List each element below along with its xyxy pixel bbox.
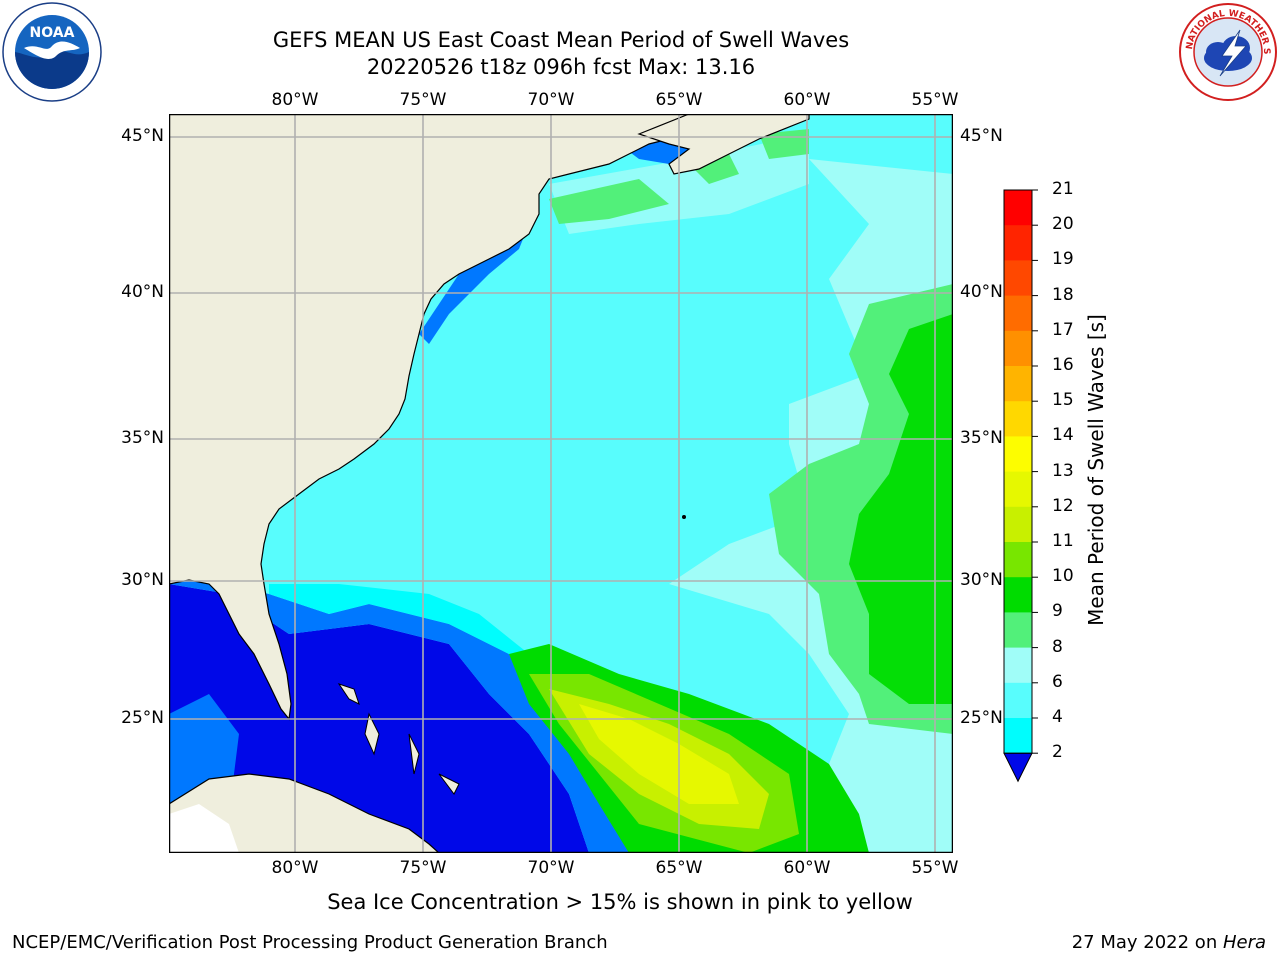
noaa-logo: NOAA <box>2 2 102 102</box>
colorbar-bin <box>1004 401 1032 437</box>
lon-label-top-65w: 65°W <box>655 90 703 110</box>
colorbar-bin <box>1004 225 1032 261</box>
lon-label-bottom-65w: 65°W <box>655 858 703 878</box>
lat-label-left-40n: 40°N <box>121 282 164 302</box>
lat-label-right-30n: 30°N <box>960 570 1003 590</box>
lat-label-right-40n: 40°N <box>960 282 1003 302</box>
colorbar-bin <box>1004 471 1032 508</box>
colorbar-bin <box>1004 436 1032 473</box>
colorbar-tick-label: 15 <box>1052 390 1074 411</box>
chart-title: GEFS MEAN US East Coast Mean Period of S… <box>272 28 850 52</box>
lat-label-right-25n: 25°N <box>960 708 1003 728</box>
colorbar-tick-label: 20 <box>1052 214 1074 235</box>
credit-host: Hera <box>1222 932 1266 953</box>
sea-ice-note: Sea Ice Concentration > 15% is shown in … <box>327 890 913 914</box>
colorbar-bin <box>1004 366 1032 402</box>
colorbar-bin <box>1004 330 1032 367</box>
colorbar-tick-label: 19 <box>1052 249 1074 270</box>
lon-label-bottom-60w: 60°W <box>783 858 831 878</box>
colorbar <box>1000 186 1040 786</box>
credit-date: 27 May 2022 on Hera <box>1072 932 1266 953</box>
colorbar-bin <box>1004 612 1032 649</box>
swell-zone-9-10s-north <box>549 179 669 224</box>
colorbar-tick-label: 17 <box>1052 319 1074 340</box>
lon-label-bottom-70w: 70°W <box>527 858 575 878</box>
colorbar-bin <box>1004 295 1032 332</box>
nws-logo: NATIONAL WEATHER SERVICE <box>1175 0 1278 102</box>
colorbar-bin <box>1004 647 1032 684</box>
credit-date-text: 27 May 2022 on <box>1071 932 1223 953</box>
colorbar-tick-label: 18 <box>1052 284 1074 305</box>
nova-scotia-land <box>637 114 810 175</box>
lon-label-top-80w: 80°W <box>271 90 319 110</box>
colorbar-tick-label: 2 <box>1052 742 1063 763</box>
colorbar-bin <box>1004 260 1032 297</box>
colorbar-bin <box>1004 682 1032 719</box>
swell-zone-10-11s-east <box>849 314 953 704</box>
bermuda-dot <box>682 515 686 519</box>
lon-label-top-55w: 55°W <box>911 90 959 110</box>
colorbar-tick-label: 14 <box>1052 425 1074 446</box>
no-data-gulf <box>169 804 239 853</box>
lon-label-bottom-55w: 55°W <box>911 858 959 878</box>
colorbar-bin <box>1004 506 1032 543</box>
lat-label-right-45n: 45°N <box>960 126 1003 146</box>
swell-period-map <box>168 113 954 854</box>
colorbar-tick-label: 8 <box>1052 636 1063 657</box>
colorbar-tick-label: 9 <box>1052 601 1063 622</box>
colorbar-under-arrow <box>1003 752 1033 783</box>
colorbar-bin <box>1004 542 1032 578</box>
swell-zone-13s-peak <box>579 704 739 804</box>
cuba-land <box>169 773 440 853</box>
colorbar-bin <box>1004 190 1032 226</box>
colorbar-tick-label: 21 <box>1052 179 1074 199</box>
colorbar-bin <box>1004 577 1032 613</box>
colorbar-tick-label: 4 <box>1052 707 1063 727</box>
lon-label-top-70w: 70°W <box>527 90 575 110</box>
colorbar-tick-label: 10 <box>1052 566 1074 587</box>
lon-label-bottom-75w: 75°W <box>399 858 447 878</box>
lat-label-left-45n: 45°N <box>121 126 164 146</box>
lat-label-left-25n: 25°N <box>121 708 164 728</box>
colorbar-tick-label: 6 <box>1052 671 1063 692</box>
chart-subtitle: 20220526 t18z 096h fcst Max: 13.16 <box>366 55 756 79</box>
lat-label-right-35n: 35°N <box>960 428 1003 448</box>
lon-label-bottom-80w: 80°W <box>271 858 319 878</box>
lon-label-top-75w: 75°W <box>399 90 447 110</box>
svg-text:NOAA: NOAA <box>30 25 75 41</box>
credit-producer: NCEP/EMC/Verification Post Processing Pr… <box>12 932 608 953</box>
colorbar-title: Mean Period of Swell Waves [s] <box>1084 314 1108 626</box>
colorbar-tick-label: 13 <box>1052 460 1074 481</box>
lat-label-left-30n: 30°N <box>121 570 164 590</box>
bahamas-islands <box>337 683 460 795</box>
lon-label-top-60w: 60°W <box>783 90 831 110</box>
colorbar-tick-label: 16 <box>1052 355 1074 375</box>
lat-label-left-35n: 35°N <box>121 428 164 448</box>
colorbar-tick-label: 12 <box>1052 495 1074 516</box>
colorbar-bin <box>1004 718 1032 754</box>
swell-zone-coastal-mid-atlantic <box>419 224 529 344</box>
map-gridlines <box>169 114 953 853</box>
colorbar-tick-label: 11 <box>1052 531 1074 551</box>
us-land <box>169 114 810 721</box>
